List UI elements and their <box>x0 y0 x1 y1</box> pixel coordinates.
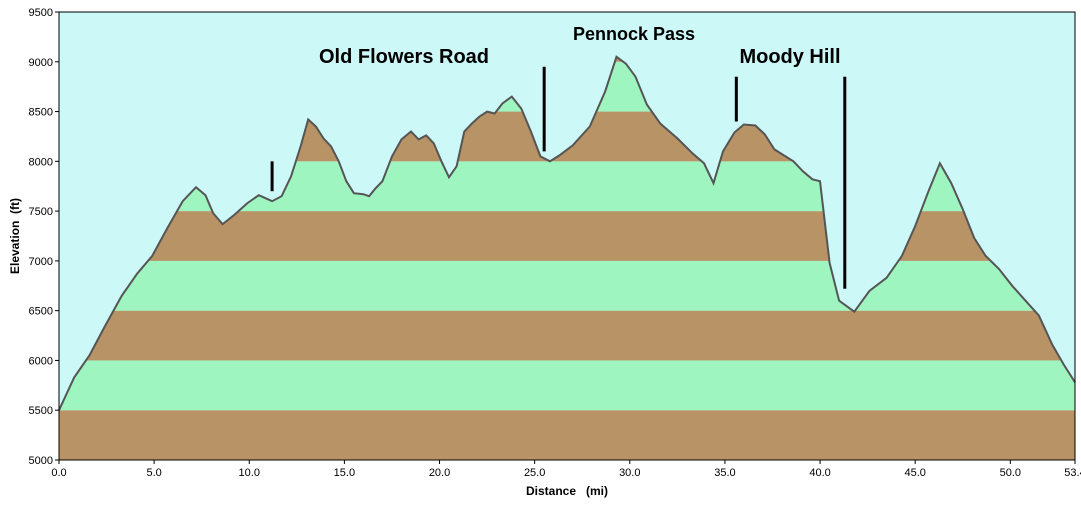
y-tick-label: 9500 <box>29 7 53 19</box>
elevation-band <box>59 260 1075 311</box>
y-tick-label: 6000 <box>29 355 53 367</box>
annotation-label-moody-hill: Moody Hill <box>739 46 840 68</box>
y-axis-title: Elevation (ft) <box>8 198 22 274</box>
annotation-label-old-flowers-road: Old Flowers Road <box>319 46 489 68</box>
x-tick-label: 35.0 <box>714 467 735 479</box>
x-axis-title: Distance (mi) <box>526 484 608 498</box>
x-tick-label: 0.0 <box>51 467 66 479</box>
elevation-band <box>59 410 1075 460</box>
x-tick-label: 30.0 <box>619 467 640 479</box>
y-tick-label: 5500 <box>29 405 53 417</box>
y-tick-label: 7000 <box>29 256 53 268</box>
axes <box>58 11 1076 461</box>
y-tick-label: 8000 <box>29 156 53 168</box>
x-tick-label: 10.0 <box>239 467 260 479</box>
y-tick-label: 9000 <box>29 57 53 69</box>
plot-frame <box>58 11 1076 461</box>
x-tick-label: 25.0 <box>524 467 545 479</box>
x-tick-label: 50.0 <box>1000 467 1021 479</box>
y-tick-label: 6500 <box>29 306 53 318</box>
annotation-layer: Old Flowers Road Pennock Pass Moody Hill <box>270 24 847 289</box>
x-tick-label: 15.0 <box>334 467 355 479</box>
elevation-profile-line <box>58 55 1076 411</box>
x-tick-label: 5.0 <box>146 467 161 479</box>
x-tick-label: 20.0 <box>429 467 450 479</box>
y-axis-ticks: 5000 5500 6000 6500 7000 7500 8000 8500 9000 9500 <box>29 7 59 467</box>
x-tick-label: 53.4 <box>1064 467 1081 479</box>
y-tick-label: 8500 <box>29 107 53 119</box>
elevation-band <box>59 360 1075 411</box>
annotation-label-pennock-pass: Pennock Pass <box>573 24 695 44</box>
y-tick-label: 7500 <box>29 206 53 218</box>
elevation-band <box>59 310 1075 361</box>
x-axis-ticks: 0.0 5.0 10.0 15.0 20.0 25.0 30.0 35.0 40.0 45.0 50… <box>51 460 1081 479</box>
elevation-band <box>59 211 1075 261</box>
x-tick-label: 45.0 <box>904 467 925 479</box>
x-tick-label: 40.0 <box>809 467 830 479</box>
y-tick-label: 5000 <box>29 455 53 467</box>
